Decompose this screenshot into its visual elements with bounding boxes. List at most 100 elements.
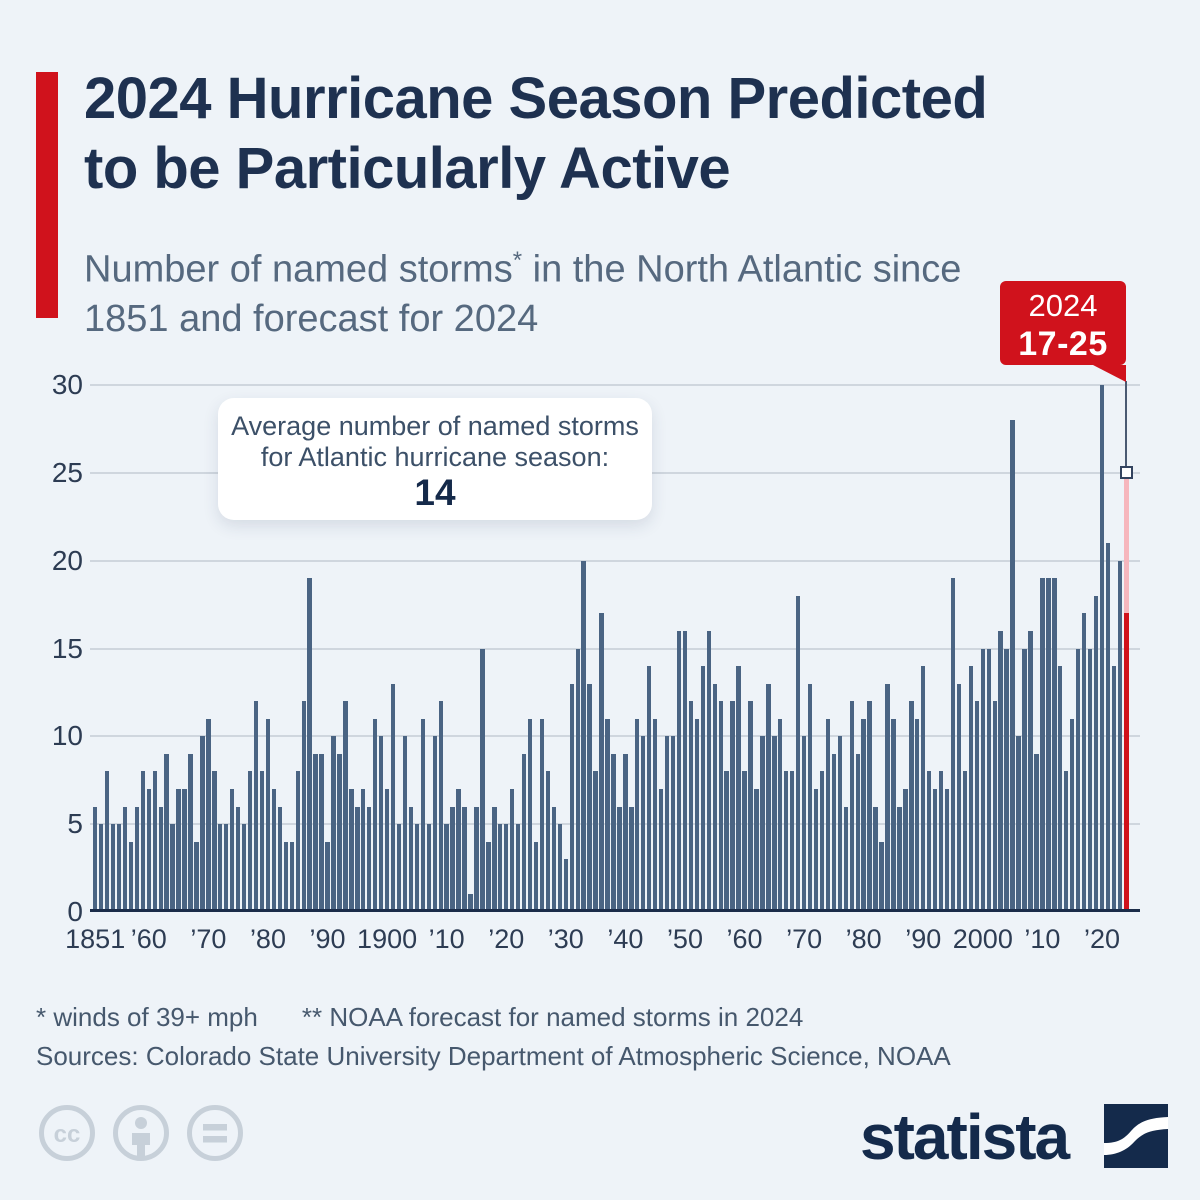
bar-1999 (974, 701, 980, 912)
bar-1940 (623, 753, 628, 912)
y-tick-30: 30 (51, 369, 83, 400)
bar-1976 (837, 736, 843, 912)
bar-1864 (170, 824, 175, 912)
bar-1919 (498, 824, 503, 912)
bar-1963 (760, 736, 765, 912)
x-tick-2000: 2000 (952, 924, 1013, 954)
y-tick-10: 10 (51, 720, 83, 752)
bar-1935 (593, 771, 598, 912)
sources-line: Sources: Colorado State University Depar… (36, 1041, 951, 1071)
bar-1931 (569, 683, 574, 912)
bar-1889 (319, 753, 324, 912)
forecast-range-band (1123, 472, 1129, 614)
bar-2001 (986, 648, 991, 912)
average-annotation-box: Average number of named storms for Atlan… (218, 398, 652, 520)
bar-1996 (956, 683, 962, 912)
bar-1911 (450, 806, 455, 912)
bar-1971 (807, 683, 813, 912)
y-tick-20: 20 (51, 544, 83, 576)
bar-chart-plot-area: 0 5 10 15 20 25 30 1851’60’70’80’90 1900’10’20’3… (52, 369, 1140, 954)
bar-1882 (277, 806, 283, 912)
bar-1894 (349, 789, 354, 912)
bar-1993 (938, 771, 944, 912)
bar-1916 (480, 648, 485, 912)
bar-2011 (1046, 578, 1051, 912)
bar-1877 (247, 771, 253, 912)
bar-1970 (801, 736, 807, 912)
bar-2005 (1010, 420, 1015, 912)
bar-1873 (224, 824, 229, 912)
bar-1944 (647, 666, 652, 912)
bar-2004 (1004, 648, 1009, 912)
bar-1984 (885, 683, 890, 912)
bar-1885 (295, 771, 300, 912)
bar-2014 (1064, 771, 1069, 912)
red-accent-bar (36, 72, 58, 318)
bar-1994 (944, 789, 950, 912)
x-tick-1980: ’80 (845, 924, 882, 954)
x-tick-1851: 1851 (65, 924, 126, 954)
attribution-icon[interactable] (112, 1104, 170, 1162)
x-tick-1900: 1900 (357, 924, 418, 954)
cc-icon[interactable]: cc (38, 1104, 96, 1162)
bar-1854 (110, 824, 116, 912)
bar-2006 (1016, 736, 1021, 912)
bar-1927 (545, 771, 551, 912)
x-tick-1890: ’90 (309, 924, 346, 954)
bar-1977 (843, 806, 848, 912)
forecast-bar-2024 (1123, 613, 1129, 912)
statista-wordmark[interactable]: statista (860, 1101, 1070, 1173)
bar-1974 (825, 718, 831, 912)
bar-1851 (93, 806, 98, 912)
bar-1874 (230, 789, 235, 912)
bar-1995 (950, 578, 956, 912)
bar-1978 (849, 701, 854, 912)
annotation-value: 14 (414, 472, 456, 513)
bar-1923 (521, 753, 527, 912)
bar-1912 (456, 789, 461, 912)
bar-1905 (414, 824, 420, 912)
bar-1855 (116, 824, 122, 912)
bar-1897 (367, 806, 372, 912)
bar-1936 (599, 613, 604, 912)
x-tick-1960: ’60 (726, 924, 763, 954)
bar-2013 (1058, 666, 1063, 912)
bar-1907 (426, 824, 431, 912)
bar-1951 (688, 701, 694, 912)
bar-1883 (283, 841, 289, 912)
title-line-1: 2024 Hurricane Season Predicted (84, 66, 988, 131)
bar-1900 (384, 789, 390, 912)
bar-1983 (879, 841, 884, 912)
bar-1949 (676, 630, 682, 912)
x-tick-1910: ’10 (428, 924, 465, 954)
bar-1980 (861, 718, 866, 912)
equals-icon[interactable] (186, 1104, 244, 1162)
bar-2007 (1022, 648, 1027, 912)
x-axis-line (90, 909, 1140, 912)
statista-logo-icon[interactable] (1104, 1104, 1168, 1168)
badge-connector-line (1125, 381, 1128, 467)
bar-1893 (343, 701, 348, 912)
bar-1908 (432, 736, 437, 912)
bar-1942 (635, 718, 640, 912)
chart-subtitle: Number of named storms* in the North Atl… (84, 236, 994, 344)
subtitle-text-after: in the North Atlantic since 1851 and for… (84, 248, 962, 340)
bar-1910 (444, 824, 449, 912)
bar-1952 (694, 718, 700, 912)
x-tick-1860: ’60 (130, 924, 167, 954)
bar-2023 (1117, 560, 1123, 912)
bar-1880 (265, 718, 271, 912)
bar-1901 (390, 683, 396, 912)
bar-1997 (962, 771, 968, 912)
footnote-winds: * winds of 39+ mph (36, 1002, 258, 1032)
bar-1884 (289, 841, 294, 912)
bar-1914 (468, 894, 473, 912)
bar-1929 (557, 824, 563, 912)
bar-1861 (152, 771, 157, 912)
x-tick-1970: ’70 (786, 924, 823, 954)
bar-1941 (629, 806, 634, 912)
forecast-badge: 2024 17-25 (1000, 281, 1126, 382)
bar-1870 (206, 718, 211, 912)
bar-1979 (855, 753, 860, 912)
bar-1958 (730, 701, 735, 912)
